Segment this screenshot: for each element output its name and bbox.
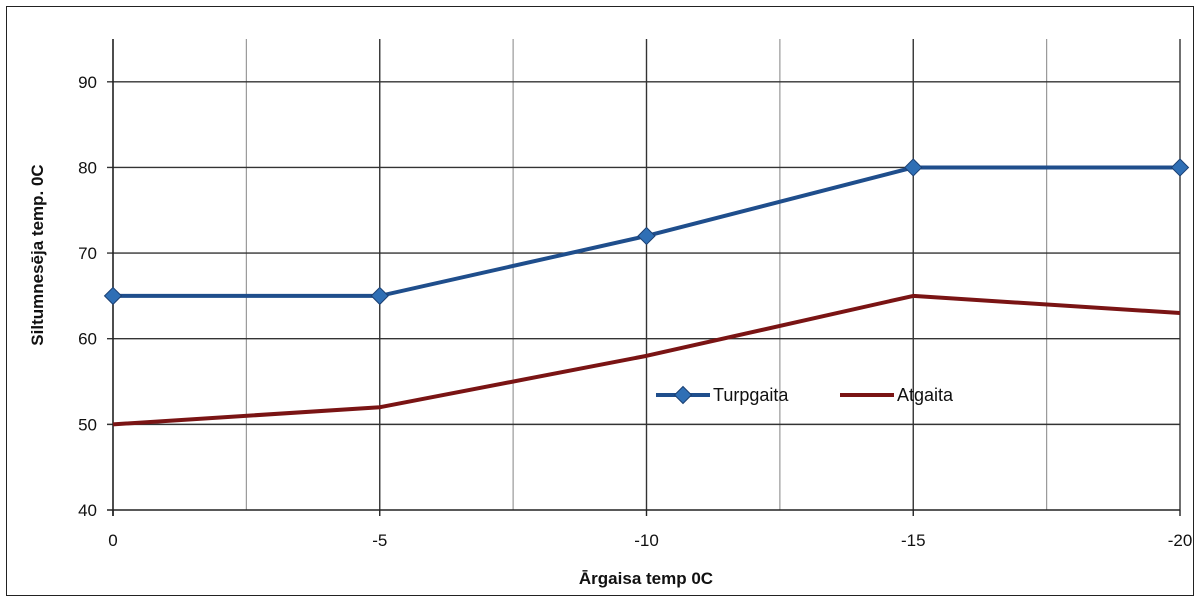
x-tick-label: -15	[901, 531, 926, 550]
x-tick-label: -10	[634, 531, 659, 550]
legend-label-turpgaita: Turpgaita	[713, 385, 789, 405]
y-tick-label: 90	[78, 73, 97, 92]
axes	[107, 39, 1181, 516]
legend-marker-turpgaita	[673, 385, 693, 405]
series-line-atgaita	[112, 293, 1181, 427]
y-tick-label: 50	[78, 415, 97, 434]
x-tick-label: 0	[108, 531, 117, 550]
data-point-turpgaita	[1170, 158, 1190, 177]
y-tick-label: 70	[78, 244, 97, 263]
y-axis-title: Siltumnesēja temp. 0C	[28, 164, 47, 345]
data-point-turpgaita	[103, 286, 123, 306]
x-tick-label: -5	[372, 531, 387, 550]
y-tick-label: 80	[78, 158, 97, 177]
x-axis-title: Ārgaisa temp 0C	[579, 569, 713, 588]
tick-labels: 40 50 60 70 80 90 0 -5 -10 -15 -20	[78, 73, 1192, 550]
data-point-turpgaita	[370, 286, 389, 306]
legend-label-atgaita: Atgaita	[897, 385, 954, 405]
series-turpgaita	[103, 158, 1190, 306]
grid	[107, 39, 1181, 510]
x-tick-label: -20	[1168, 531, 1193, 550]
data-point-turpgaita	[637, 226, 656, 246]
y-tick-label: 60	[78, 330, 97, 349]
legend-item-turpgaita: Turpgaita	[656, 385, 789, 405]
series-atgaita	[112, 293, 1181, 427]
y-tick-label: 40	[78, 501, 97, 520]
series	[103, 158, 1190, 427]
legend-item-atgaita: Atgaita	[840, 385, 954, 405]
data-point-turpgaita	[904, 158, 923, 177]
legend: Turpgaita Atgaita	[656, 385, 954, 405]
